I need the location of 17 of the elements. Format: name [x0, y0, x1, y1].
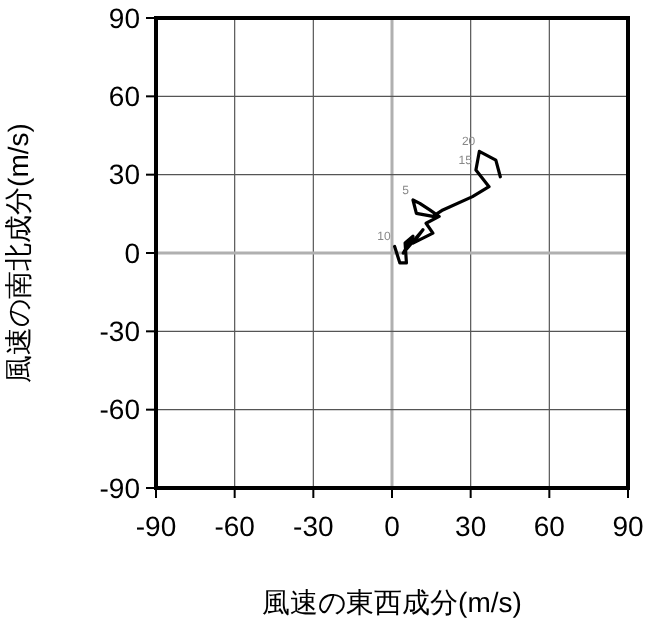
- x-tick-label: 60: [533, 510, 566, 542]
- y-tick-label: -60: [99, 393, 141, 426]
- x-tick-label: -90: [135, 510, 177, 542]
- y-tick-label: 0: [124, 236, 141, 269]
- line-series: [393, 149, 502, 265]
- y-tick-label: 60: [108, 80, 141, 113]
- x-tick-label: 90: [612, 510, 644, 542]
- x-tick-label: -30: [293, 510, 334, 542]
- x-tick-label: 30: [455, 510, 487, 542]
- y-tick-label: -90: [99, 471, 141, 504]
- x-tick-label: -60: [214, 510, 256, 542]
- y-tick-label: -30: [99, 315, 141, 348]
- x-axis-title: 風速の東西成分(m/s): [262, 586, 522, 618]
- y-axis-title: 風速の南北成分(m/s): [2, 123, 34, 383]
- y-tick-label: 30: [108, 158, 141, 191]
- x-tick-label: 0: [384, 510, 401, 542]
- y-tick-label: 90: [108, 1, 141, 34]
